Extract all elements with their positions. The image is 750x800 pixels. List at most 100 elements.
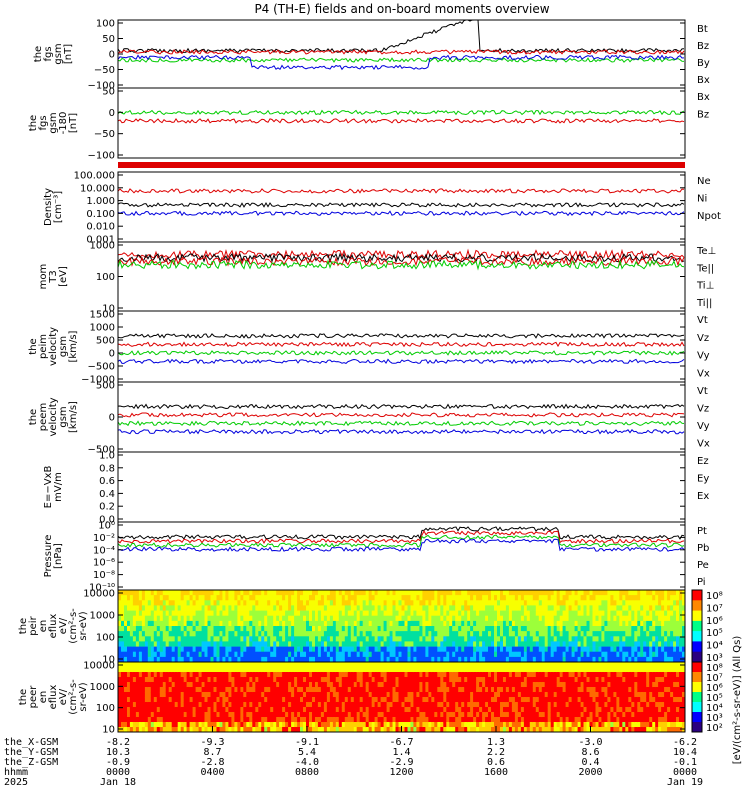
heatmap-cell (467, 610, 471, 617)
heatmap-cell (419, 656, 423, 663)
heatmap-cell (312, 672, 316, 678)
heatmap-cell (121, 620, 125, 627)
heatmap-cell (643, 620, 647, 627)
heatmap-cell (392, 656, 396, 663)
heatmap-cell (359, 697, 364, 703)
heatmap-cell (547, 672, 552, 678)
heatmap-cell (410, 667, 414, 673)
heatmap-cell (428, 722, 432, 728)
heatmap-cell (485, 707, 489, 713)
heatmap-cell (341, 600, 346, 606)
heatmap-cell (138, 600, 143, 606)
legend-label: Vz (697, 333, 709, 344)
heatmap-cell (138, 702, 143, 708)
heatmap-cell (297, 595, 301, 601)
heatmap-cell (234, 697, 238, 703)
heatmap-cell (156, 727, 161, 733)
heatmap-cell (124, 722, 128, 728)
heatmap-cell (332, 631, 337, 637)
heatmap-cell (443, 702, 447, 708)
heatmap-cell (276, 651, 280, 658)
heatmap-cell (520, 636, 525, 642)
heatmap-cell (452, 626, 456, 632)
heatmap-cell (234, 656, 238, 663)
heatmap-cell (300, 600, 304, 606)
heatmap-cell (210, 646, 214, 653)
heatmap-cell (192, 697, 196, 703)
heatmap-cell (613, 600, 617, 606)
heatmap-cell (514, 605, 519, 611)
heatmap-cell (413, 626, 417, 632)
heatmap-cell (547, 692, 552, 698)
heatmap-cell (541, 605, 546, 611)
heatmap-cell (315, 651, 319, 658)
heatmap-cell (303, 656, 307, 663)
heatmap-cell (121, 656, 125, 663)
heatmap-cell (556, 727, 561, 733)
heatmap-cell (329, 712, 334, 718)
heatmap-cell (341, 646, 346, 653)
heatmap-cell (309, 651, 313, 658)
heatmap-cell (607, 636, 611, 642)
heatmap-cell (404, 626, 408, 632)
heatmap-cell (225, 641, 229, 647)
heatmap-cell (338, 692, 343, 698)
heatmap-cell (682, 641, 686, 647)
heatmap-cell (338, 631, 343, 637)
heatmap-cell (464, 631, 468, 637)
heatmap-cell (291, 717, 295, 723)
heatmap-cell (243, 707, 247, 713)
y-axis-label: gsm (58, 336, 69, 357)
heatmap-cell (201, 626, 205, 632)
heatmap-cell (144, 646, 149, 653)
heatmap-cell (559, 620, 564, 627)
heatmap-cell (434, 626, 438, 632)
heatmap-cell (437, 707, 441, 713)
heatmap-cell (407, 610, 411, 617)
heatmap-cell (335, 636, 340, 642)
heatmap-cell (129, 656, 134, 663)
heatmap-cell (225, 646, 229, 653)
heatmap-cell (329, 595, 334, 601)
heatmap-cell (204, 697, 208, 703)
heatmap-cell (288, 727, 292, 733)
heatmap-cell (625, 626, 629, 632)
heatmap-cell (416, 615, 420, 622)
heatmap-cell (252, 667, 256, 673)
heatmap-cell (437, 727, 441, 733)
heatmap-cell (168, 610, 173, 617)
heatmap-cell (183, 677, 188, 683)
heatmap-cell (503, 656, 507, 663)
heatmap-cell (407, 595, 411, 601)
heatmap-cell (213, 667, 217, 673)
heatmap-cell (673, 615, 677, 622)
heatmap-cell (159, 667, 164, 673)
heatmap-cell (312, 682, 316, 688)
heatmap-cell (529, 620, 534, 627)
heatmap-cell (529, 702, 534, 708)
heatmap-cell (571, 651, 575, 658)
heatmap-cell (640, 610, 644, 617)
heatmap-cell (162, 636, 167, 642)
heatmap-cell (431, 590, 435, 596)
heatmap-cell (544, 610, 549, 617)
heatmap-cell (207, 692, 211, 698)
heatmap-cell (503, 717, 507, 723)
heatmap-cell (234, 641, 238, 647)
heatmap-cell (377, 620, 381, 627)
y-axis-label: the (28, 409, 39, 425)
heatmap-cell (356, 717, 361, 723)
heatmap-cell (341, 595, 346, 601)
heatmap-cell (350, 682, 355, 688)
heatmap-cell (386, 717, 390, 723)
heatmap-cell (407, 590, 411, 596)
heatmap-cell (255, 605, 259, 611)
heatmap-cell (553, 651, 558, 658)
heatmap-cell (189, 667, 193, 673)
heatmap-cell (237, 626, 241, 632)
heatmap-cell (553, 727, 558, 733)
heatmap-cell (580, 651, 584, 658)
heatmap-cell (667, 615, 671, 622)
heatmap-cell (431, 682, 435, 688)
heatmap-cell (467, 651, 471, 658)
